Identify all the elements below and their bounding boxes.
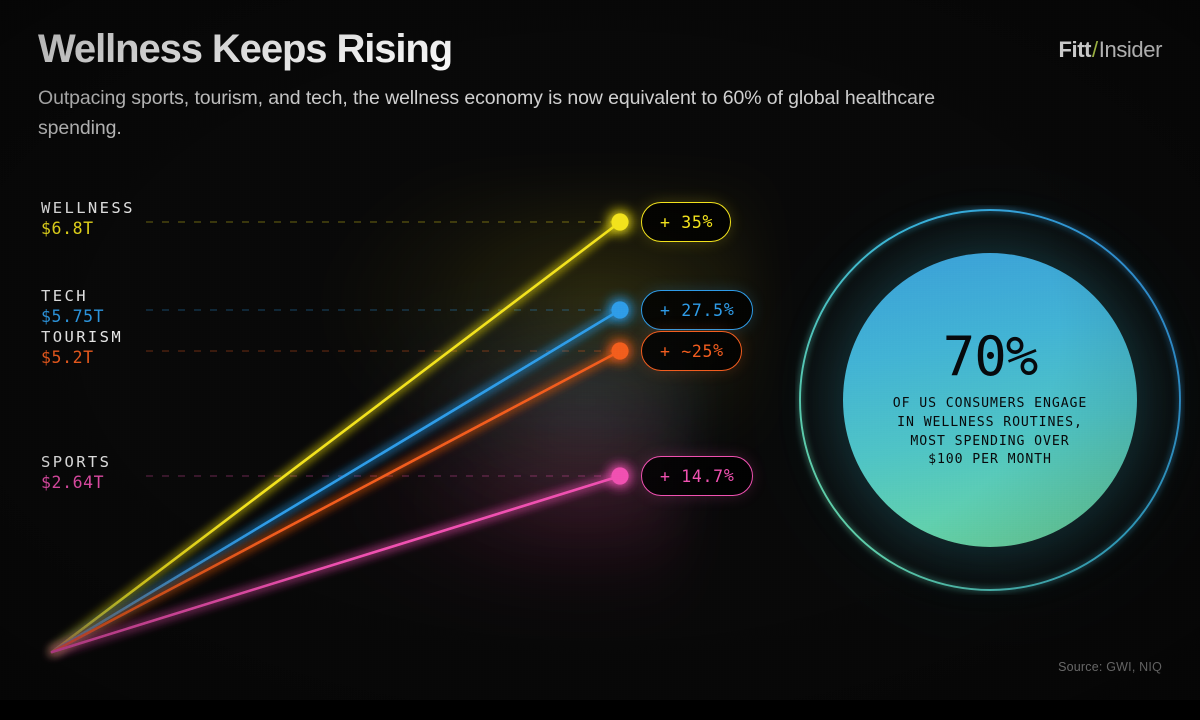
line-tech [50, 308, 622, 654]
growth-badge-text: + ~25 [660, 341, 714, 361]
endpoint-dot-tourism[interactable] [611, 342, 629, 360]
series-name: TECH [41, 287, 88, 305]
series-name: SPORTS [41, 453, 112, 471]
axis-label-tourism: TOURISM $5.2T [41, 328, 123, 369]
series-name: TOURISM [41, 328, 124, 346]
growth-badge-sports[interactable]: + 14.7% [641, 456, 753, 496]
line-wellness [50, 220, 622, 654]
growth-badge-tourism[interactable]: + ~25% [641, 331, 743, 371]
series-value: $6.8T [41, 219, 94, 239]
circle-fill: 70% OF US CONSUMERS ENGAGE IN WELLNESS RO… [843, 253, 1137, 547]
axis-label-wellness: WELLNESS $6.8T [41, 199, 135, 240]
circle-stat-number: 70 [942, 325, 1007, 389]
logo-slash-icon: / [1092, 37, 1098, 62]
circle-caption-line: $100 PER MONTH [928, 452, 1052, 468]
growth-badge-wellness[interactable]: + 35% [641, 202, 732, 242]
chart-gridlines [146, 221, 614, 477]
fitt-insider-logo[interactable]: Fitt/Insider [1058, 37, 1162, 63]
source-credit: Source: GWI, NIQ [1058, 660, 1162, 674]
endpoint-dot-sports[interactable] [611, 467, 629, 485]
series-value: $5.2T [41, 348, 94, 368]
circle-caption-line: OF US CONSUMERS ENGAGE [892, 396, 1088, 412]
axis-label-sports: SPORTS $2.64T [41, 453, 111, 494]
logo-primary-text: Fitt [1058, 37, 1092, 62]
circle-caption-line: MOST SPENDING OVER [910, 433, 1070, 449]
series-name: WELLNESS [41, 199, 135, 217]
consumer-stat-circle: 70% OF US CONSUMERS ENGAGE IN WELLNESS RO… [795, 205, 1185, 595]
chart-end-points [611, 213, 629, 485]
series-value: $2.64T [41, 473, 105, 493]
circle-caption-line: IN WELLNESS ROUTINES, [897, 414, 1083, 430]
axis-label-tech: TECH $5.75T [41, 287, 104, 328]
growth-badge-text: + 14.7 [660, 466, 724, 486]
growth-badge-text: + 35 [660, 212, 703, 232]
growth-badge-text: + 27.5 [660, 300, 724, 320]
circle-caption: OF US CONSUMERS ENGAGE IN WELLNESS ROUTIN… [893, 395, 1087, 470]
growth-line-chart: WELLNESS $6.8T TECH $5.75T TOURISM $5.2T SPORT… [41, 199, 753, 654]
circle-headline-stat: 70% [943, 330, 1039, 384]
logo-secondary-text: Insider [1098, 37, 1163, 62]
series-value: $5.75T [41, 307, 105, 327]
endpoint-dot-wellness[interactable] [611, 213, 629, 231]
endpoint-dot-tech[interactable] [611, 301, 629, 319]
chart-ray-lines [50, 220, 622, 654]
growth-badge-tech[interactable]: + 27.5% [641, 290, 753, 330]
circle-stat-percent: % [1005, 325, 1039, 389]
